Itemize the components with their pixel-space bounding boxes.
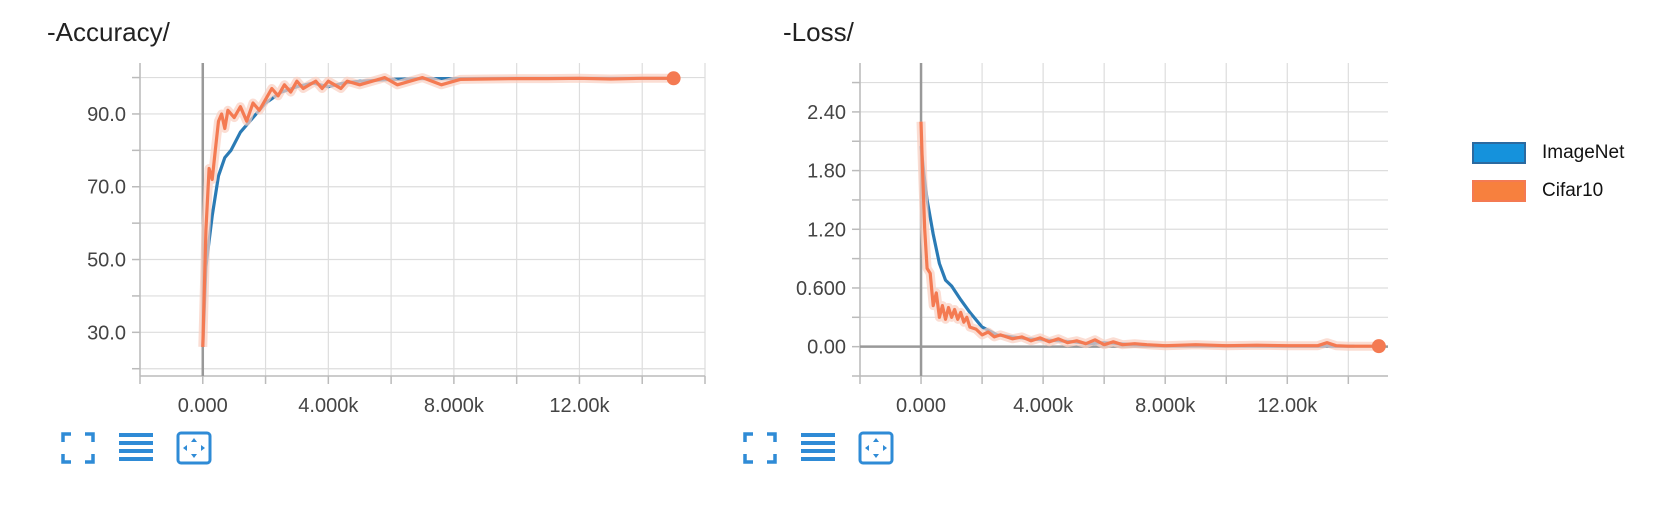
legend-item-imagenet[interactable]: ImageNet [1472,134,1624,172]
fit-domain-icon[interactable] [176,431,212,465]
acc-y-tick-label: 50.0 [87,250,126,272]
acc-x-tick-label: 0.000 [178,395,228,417]
legend-label-imagenet: ImageNet [1542,142,1625,163]
acc-x-tick-label: 4.000k [298,395,359,417]
accuracy-chart-toolbar [60,431,234,465]
acc-y-tick-label: 30.0 [87,322,126,344]
acc-x-tick-label: 8.000k [424,395,485,417]
loss-series-cifar10-line [919,121,1379,348]
legend: ImageNet Cifar10 [1472,134,1624,210]
loss-chart-title: -Loss/ [783,17,854,47]
loss-last-point-marker [1371,339,1386,354]
data-list-icon[interactable] [800,431,836,465]
acc-series-imagenet-line [201,76,674,347]
legend-label-cifar10: Cifar10 [1542,180,1604,201]
acc-y-tick-label: 90.0 [87,104,126,126]
acc-last-point-marker [666,71,681,86]
legend-item-cifar10[interactable]: Cifar10 [1472,172,1624,210]
fullscreen-icon[interactable] [60,431,96,465]
loss-x-tick-label: 0.000 [896,395,946,417]
loss-chart-toolbar [742,431,916,465]
loss-x-tick-label: 4.000k [1013,395,1074,417]
accuracy-chart-title: -Accuracy/ [47,17,170,47]
fullscreen-icon[interactable] [742,431,778,465]
loss-x-tick-label: 8.000k [1135,395,1196,417]
loss-series-cifar10-raw [916,121,1379,351]
loss-y-tick-label: 2.40 [807,102,846,124]
legend-swatch-imagenet [1472,142,1526,164]
loss-y-tick-label: 1.20 [807,219,846,241]
acc-x-tick-label: 12.00k [549,395,610,417]
loss-y-tick-label: 0.600 [796,278,846,300]
loss-y-tick-label: 0.00 [807,337,846,359]
data-list-icon[interactable] [118,431,154,465]
loss-x-tick-label: 12.00k [1257,395,1318,417]
legend-swatch-cifar10 [1472,180,1526,202]
fit-domain-icon[interactable] [858,431,894,465]
loss-y-tick-label: 1.80 [807,161,846,183]
acc-y-tick-label: 70.0 [87,177,126,199]
loss-series-imagenet-line [919,145,1355,348]
acc-series-cifar10-raw [198,73,674,348]
acc-series-cifar10-line [201,75,674,347]
